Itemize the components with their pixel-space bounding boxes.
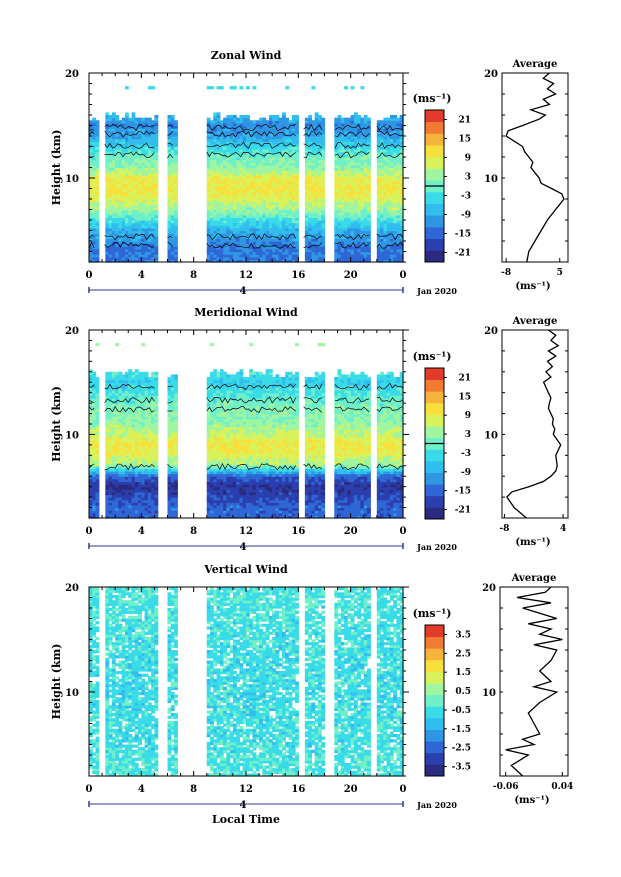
- colorbar-tick-label: 15: [458, 135, 471, 145]
- y-tick-label: 20: [65, 69, 79, 80]
- heatmap-cell: [96, 120, 100, 123]
- heatmap-cell: [321, 118, 325, 121]
- colorbar-swatch: [425, 215, 444, 227]
- panel-title: Zonal Wind: [211, 49, 282, 62]
- colorbar-tick-label: -15: [455, 230, 471, 240]
- average-y-label: 20: [484, 69, 498, 80]
- colorbar-swatch: [425, 157, 444, 169]
- colorbar-tick-label: -9: [461, 211, 471, 221]
- heatmap-cell: [217, 112, 221, 115]
- colorbar-swatch: [425, 250, 444, 262]
- heatmap-cells: [89, 86, 404, 262]
- heatmap-cell: [115, 343, 119, 346]
- heatmap-cell: [125, 86, 129, 89]
- heatmap-cell: [282, 112, 286, 115]
- colorbar-tick-label: -3: [461, 192, 471, 202]
- heatmap-cell: [151, 86, 155, 89]
- heatmap-cell: [246, 86, 250, 89]
- average-profile: Average 20 10 -8 5 (ms⁻¹): [484, 59, 568, 292]
- average-x-tick-label: -8: [501, 268, 511, 278]
- heatmap-cell: [174, 120, 178, 123]
- heatmap-cell: [96, 377, 100, 380]
- heatmap-cell: [210, 86, 214, 89]
- date-label: Jan 2020: [416, 286, 457, 296]
- average-y-label: 10: [484, 174, 498, 185]
- colorbar-swatch: [425, 145, 444, 157]
- heatmap-cell: [367, 118, 371, 121]
- average-x-tick-label: 5: [557, 268, 563, 278]
- colorbar-unit: (ms⁻¹): [413, 92, 452, 105]
- heatmap-cell: [311, 86, 315, 89]
- heatmap-cell: [253, 86, 257, 89]
- average-frame: [502, 73, 568, 262]
- colorbar-swatch: [425, 227, 444, 239]
- average-x-label: (ms⁻¹): [515, 281, 550, 292]
- x-tick-label: 16: [291, 270, 305, 281]
- colorbar-tick-label: 3: [465, 173, 471, 183]
- x-tick-label: 0: [86, 270, 93, 281]
- colorbar-swatch: [425, 122, 444, 134]
- colorbar-swatch: [425, 133, 444, 145]
- colorbar-swatch: [425, 192, 444, 204]
- average-title: Average: [512, 59, 558, 70]
- heatmap-cell: [220, 86, 224, 89]
- average-profile-line: [506, 73, 564, 262]
- colorbar-tick-label: -21: [455, 249, 471, 259]
- x-tick-label: 8: [190, 270, 197, 281]
- x-tick-label: 12: [239, 270, 253, 281]
- heatmap-cell: [92, 372, 96, 375]
- heatmap-cell: [344, 86, 348, 89]
- heatmap-cell: [246, 115, 250, 118]
- x-tick-label: 0: [400, 270, 407, 281]
- x-tick-label: 20: [344, 270, 358, 281]
- y-axis-label: Height (km): [50, 130, 63, 206]
- heatmap-cell: [295, 115, 299, 118]
- panel-title: Meridional Wind: [194, 306, 298, 319]
- x-tick-label: 4: [138, 270, 145, 281]
- heatmap-cell: [132, 112, 136, 115]
- heatmap-cell: [239, 86, 243, 89]
- heatmap-cell: [96, 343, 100, 346]
- heatmap-cell: [125, 112, 129, 115]
- heatmap-cells: [89, 343, 404, 519]
- colorbar-swatch: [425, 204, 444, 216]
- day-label: 4: [240, 286, 247, 297]
- heatmap-cell: [233, 86, 237, 89]
- colorbar-swatch: [425, 239, 444, 251]
- colorbar-tick-label: 9: [465, 154, 471, 164]
- y-tick-label: 10: [65, 174, 79, 185]
- heatmap-cell: [285, 86, 289, 89]
- colorbar-tick-label: 21: [458, 116, 471, 126]
- heatmap-cell: [351, 86, 355, 89]
- colorbar: (ms⁻¹) 21 15 9 3 -3 -9 -15 -21: [413, 92, 471, 262]
- heatmap-cell: [115, 115, 119, 118]
- colorbar-swatch: [425, 168, 444, 180]
- heatmap-cell: [360, 86, 364, 89]
- heatmap-cell: [154, 115, 158, 118]
- colorbar-swatch: [425, 110, 444, 122]
- heatmap-cell: [171, 115, 175, 118]
- heatmap-cell: [308, 115, 312, 118]
